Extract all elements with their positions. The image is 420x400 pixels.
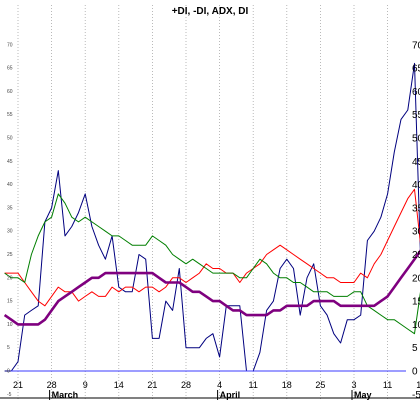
grid: [17, 5, 389, 399]
x-tick-label: 18: [282, 380, 292, 390]
month-label: May: [354, 390, 372, 400]
y-tick-label-right: 5: [412, 343, 418, 354]
y-tick-label-right: 60: [412, 87, 420, 98]
y-tick-label-right: 20: [412, 273, 420, 284]
series-line-1: [4, 62, 420, 372]
x-tick-label: 16: [416, 380, 420, 390]
y-tick-label-left: 15: [7, 299, 13, 305]
y-tick-label-right: 30: [412, 227, 420, 238]
y-tick-label-right: 15: [412, 297, 420, 308]
y-tick-label-right: -5: [412, 390, 420, 400]
y-tick-label-left: 60: [7, 89, 13, 95]
y-tick-label-right: 25: [412, 250, 420, 261]
y-tick-label-left: 10: [7, 322, 13, 328]
y-tick-label-right: 45: [412, 157, 420, 168]
x-tick-label: 9: [83, 380, 88, 390]
x-tick-label: 28: [47, 380, 57, 390]
y-tick-label-right: 0: [412, 367, 418, 378]
x-tick-label: 25: [315, 380, 325, 390]
y-tick-label-right: 55: [412, 110, 420, 121]
y-tick-label-right: 35: [412, 203, 420, 214]
chart-title: +DI, -DI, ADX, DI: [172, 6, 249, 17]
x-tick-label: 4: [217, 380, 222, 390]
y-tick-label-left: 55: [7, 112, 13, 118]
x-tick-label: 21: [147, 380, 157, 390]
y-tick-label-left: 35: [7, 205, 13, 211]
y-tick-label-left: 5: [7, 345, 10, 351]
x-tick-label: 11: [383, 380, 392, 390]
y-tick-label-left: 45: [7, 159, 13, 165]
y-tick-label-right: 50: [412, 134, 420, 145]
x-tick-label: 11: [249, 380, 258, 390]
y-tick-label-left: 50: [7, 136, 13, 142]
y-tick-label-left: 30: [7, 229, 13, 235]
series-lines: [3, 62, 420, 372]
y-tick-label-right: 10: [412, 320, 420, 331]
month-label: March: [52, 390, 79, 400]
y-tick-label-left: 25: [7, 252, 13, 258]
y-tick-label-left: 70: [7, 42, 13, 48]
x-tick-label: 28: [181, 380, 191, 390]
axes: -5-5005510101515202025253030353540404545…: [0, 40, 420, 400]
x-tick-label: 14: [114, 380, 124, 390]
y-tick-label-left: -5: [7, 392, 12, 398]
y-tick-label-right: 65: [412, 64, 420, 75]
y-tick-label-left: 40: [7, 182, 13, 188]
y-tick-label-right: 40: [412, 180, 420, 191]
y-tick-label-right: 70: [412, 40, 420, 51]
y-tick-label-left: 65: [7, 66, 13, 72]
y-tick-label-left: 20: [7, 275, 13, 281]
series-line-3: [4, 193, 420, 335]
month-label: April: [220, 390, 241, 400]
series-line-2: [4, 188, 420, 307]
y-tick-label-left: 0: [7, 369, 10, 375]
x-tick-label: 21: [13, 380, 23, 390]
x-tick-label: 3: [351, 380, 356, 390]
series-line-4: [3, 249, 420, 326]
